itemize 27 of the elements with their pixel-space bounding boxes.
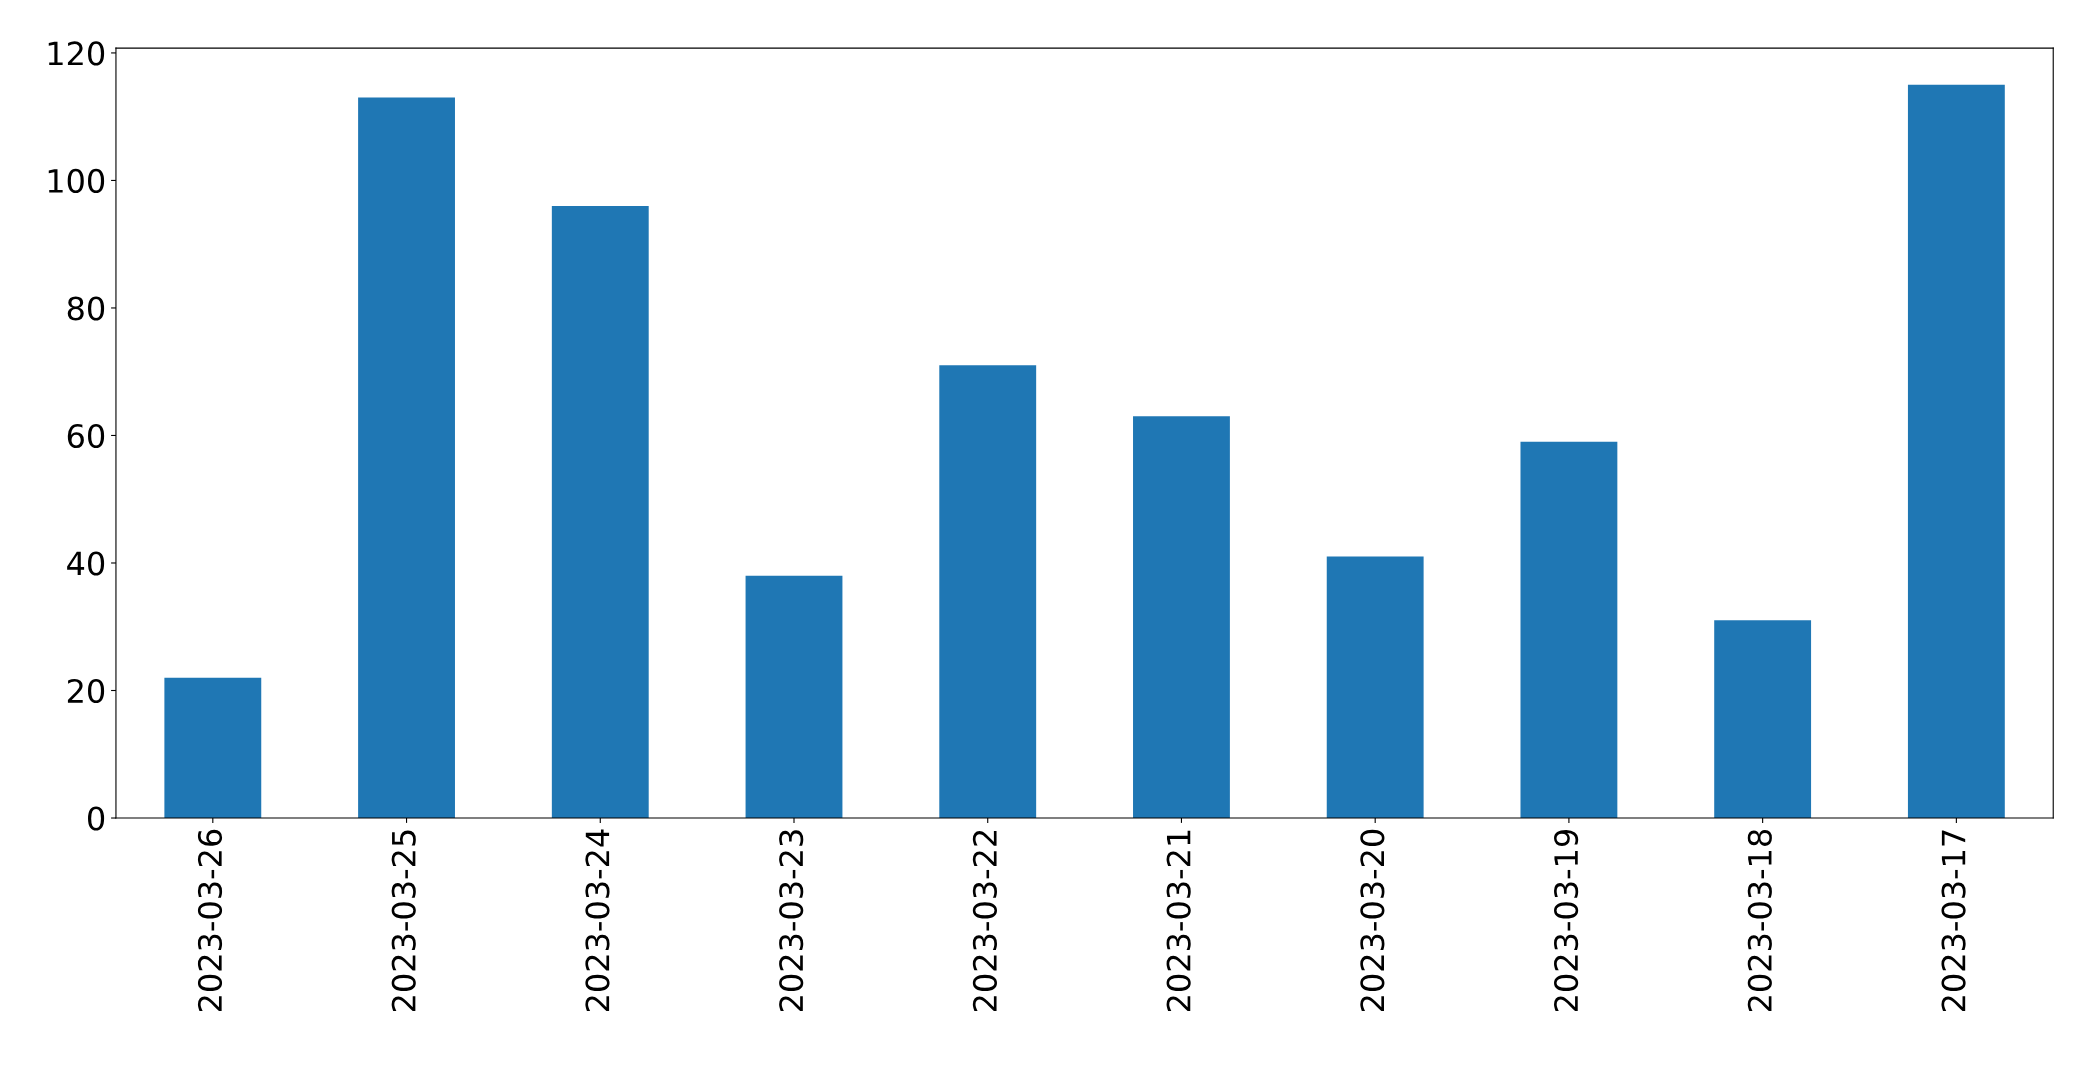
y-tick-label: 20 [67, 678, 105, 704]
bar [358, 97, 455, 819]
x-tick-label: 2023-03-18 [1747, 829, 1772, 1012]
x-tick-label: 2023-03-19 [1554, 829, 1579, 1012]
x-tick-label: 2023-03-22 [972, 830, 997, 1012]
x-tick-label: 2023-03-25 [391, 830, 416, 1012]
bar [1326, 556, 1424, 819]
x-tick-label: 2023-03-26 [197, 829, 223, 1012]
y-tick-label: 40 [67, 551, 105, 576]
y-tick-label: 80 [67, 296, 105, 321]
y-tick-label: 0 [88, 806, 105, 831]
x-tick-label: 2023-03-20 [1360, 829, 1385, 1012]
bar [1133, 416, 1230, 819]
y-tick-label: 100 [48, 168, 105, 194]
x-tick-label: 2023-03-23 [779, 830, 804, 1012]
x-tick-label: 2023-03-21 [1166, 830, 1191, 1012]
bar [551, 205, 649, 819]
x-tick-label: 2023-03-24 [585, 829, 610, 1012]
x-tick-label: 2023-03-17 [1941, 830, 1966, 1012]
bar [164, 677, 262, 819]
bar [1714, 620, 1812, 819]
y-tick-label: 120 [48, 41, 105, 66]
bar [939, 365, 1037, 819]
y-tick-label: 60 [67, 423, 105, 449]
bar [1520, 441, 1618, 819]
bar [745, 575, 843, 819]
bar [1907, 84, 2005, 819]
